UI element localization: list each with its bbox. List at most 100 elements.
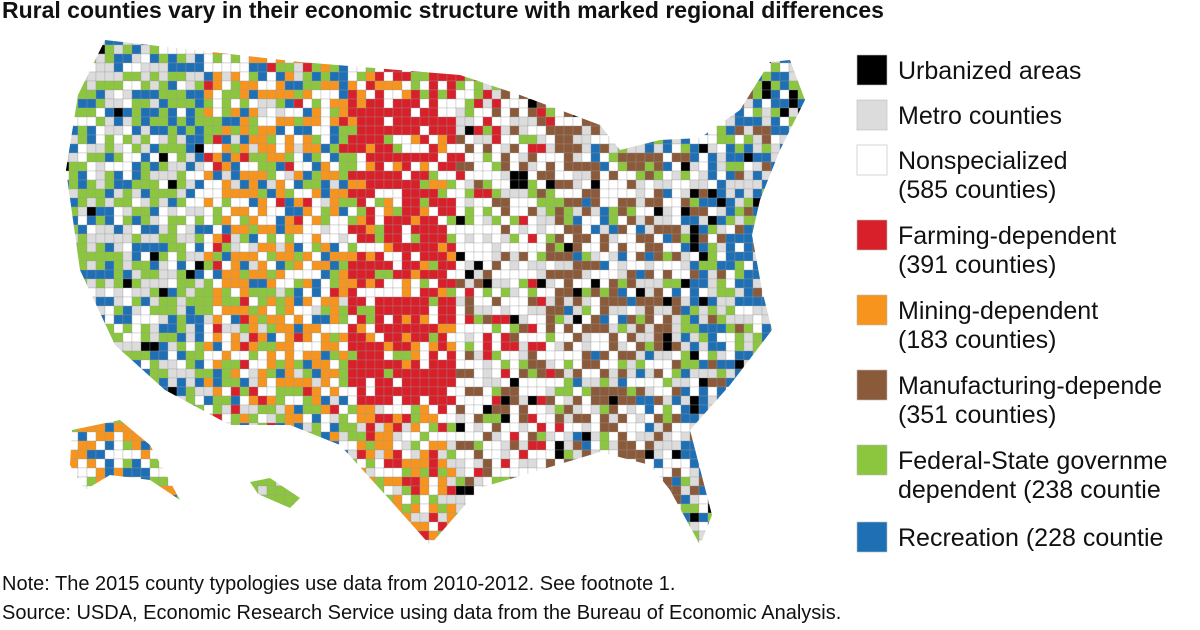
- county-cell: [455, 161, 466, 172]
- county-cell: [437, 485, 448, 496]
- county-cell: [608, 539, 619, 545]
- county-cell: [203, 98, 214, 109]
- county-cell: [734, 467, 745, 478]
- county-cell: [203, 422, 214, 433]
- county-cell: [788, 314, 799, 325]
- county-cell: [779, 305, 790, 316]
- county-cell: [752, 260, 763, 271]
- county-cell: [266, 386, 277, 397]
- county-cell: [392, 89, 403, 100]
- county-cell: [68, 188, 79, 199]
- county-cell: [122, 62, 133, 73]
- county-cell: [275, 512, 286, 523]
- county-cell: [140, 269, 151, 280]
- county-cell: [554, 503, 565, 514]
- county-cell: [725, 116, 736, 127]
- county-cell: [644, 512, 655, 523]
- county-cell: [356, 332, 367, 343]
- county-cell: [140, 134, 151, 145]
- county-cell: [662, 296, 673, 307]
- county-cell: [707, 296, 718, 307]
- county-cell: [752, 422, 763, 433]
- county-cell: [410, 116, 421, 127]
- county-cell: [113, 179, 124, 190]
- county-cell: [617, 251, 628, 262]
- county-cell: [140, 476, 151, 487]
- county-cell: [698, 494, 709, 505]
- county-cell: [437, 449, 448, 460]
- county-cell: [149, 350, 160, 361]
- county-cell: [113, 422, 124, 433]
- county-cell: [401, 467, 412, 478]
- county-cell: [302, 377, 313, 388]
- county-cell: [131, 44, 142, 55]
- county-cell: [797, 107, 805, 118]
- county-cell: [518, 179, 529, 190]
- county-cell: [302, 80, 313, 91]
- county-cell: [140, 206, 151, 217]
- county-cell: [374, 296, 385, 307]
- county-cell: [663, 549, 672, 558]
- county-cell: [284, 305, 295, 316]
- county-cell: [653, 134, 664, 145]
- county-cell: [275, 476, 286, 487]
- county-cell: [446, 422, 457, 433]
- county-cell: [464, 197, 475, 208]
- county-cell: [581, 116, 592, 127]
- county-cell: [455, 242, 466, 253]
- county-cell: [383, 440, 394, 451]
- county-cell: [491, 305, 502, 316]
- county-cell: [563, 485, 574, 496]
- county-cell: [212, 296, 223, 307]
- county-cell: [329, 134, 340, 145]
- county-cell: [743, 422, 754, 433]
- county-cell: [410, 170, 421, 181]
- county-cell: [230, 53, 241, 64]
- county-cell: [347, 278, 358, 289]
- county-cell: [329, 278, 340, 289]
- county-cell: [347, 467, 358, 478]
- county-cell: [266, 215, 277, 226]
- county-cell: [779, 269, 790, 280]
- county-cell: [131, 494, 142, 505]
- county-cell: [698, 476, 709, 487]
- county-cell: [293, 251, 304, 262]
- county-cell: [807, 72, 816, 81]
- county-cell: [671, 341, 682, 352]
- county-cell: [725, 134, 736, 145]
- county-cell: [455, 224, 466, 235]
- county-cell: [68, 80, 79, 91]
- county-cell: [275, 89, 286, 100]
- county-cell: [95, 62, 106, 73]
- county-cell: [248, 287, 259, 298]
- county-cell: [743, 134, 754, 145]
- county-cell: [284, 332, 295, 343]
- county-cell: [752, 341, 763, 352]
- county-cell: [131, 539, 142, 545]
- county-cell: [482, 125, 493, 136]
- county-cell: [797, 125, 805, 136]
- county-cell: [176, 422, 187, 433]
- county-cell: [194, 332, 205, 343]
- county-cell: [509, 242, 520, 253]
- county-cell: [572, 89, 583, 100]
- county-cell: [275, 440, 286, 451]
- county-cell: [446, 341, 457, 352]
- county-cell: [392, 71, 403, 82]
- county-cell: [284, 386, 295, 397]
- county-cell: [275, 539, 286, 545]
- county-cell: [501, 549, 510, 558]
- county-cell: [284, 485, 295, 496]
- county-cell: [599, 206, 610, 217]
- county-cell: [689, 404, 700, 415]
- county-cell: [446, 449, 457, 460]
- county-cell: [77, 107, 88, 118]
- county-cell: [284, 350, 295, 361]
- county-cell: [329, 80, 340, 91]
- county-cell: [545, 530, 556, 541]
- county-cell: [95, 341, 106, 352]
- county-cell: [581, 251, 592, 262]
- county-cell: [320, 359, 331, 370]
- county-cell: [554, 395, 565, 406]
- county-cell: [419, 215, 430, 226]
